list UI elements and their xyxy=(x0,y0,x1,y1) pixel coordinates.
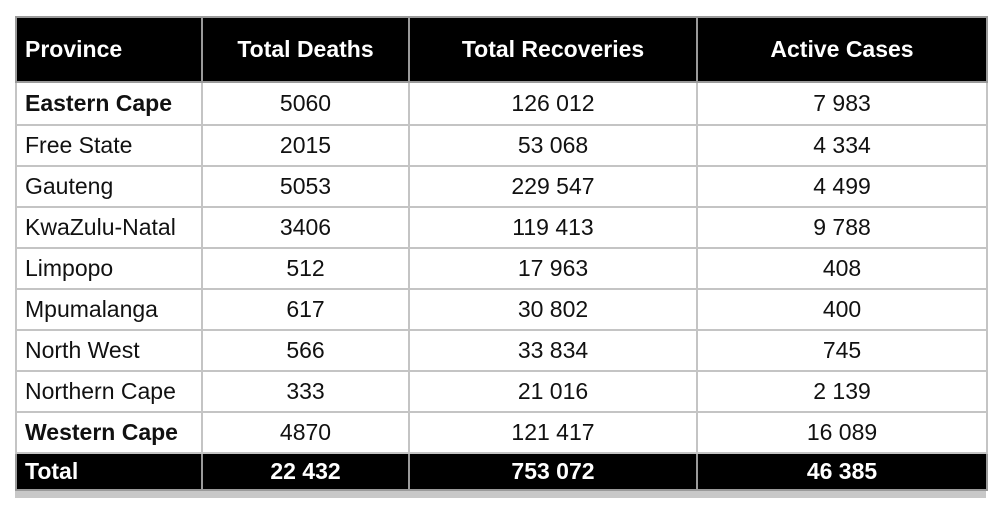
active-cases-cell: 7 983 xyxy=(696,81,988,126)
active-cases-cell: 408 xyxy=(696,247,988,290)
table-row: Mpumalanga 617 30 802 400 xyxy=(15,288,988,331)
table-row: Free State 2015 53 068 4 334 xyxy=(15,124,988,167)
header-row: Province Total Deaths Total Recoveries A… xyxy=(15,16,988,83)
deaths-cell: 5060 xyxy=(201,81,410,126)
deaths-cell: 2015 xyxy=(201,124,410,167)
table-row: North West 566 33 834 745 xyxy=(15,329,988,372)
table-row: Western Cape 4870 121 417 16 089 xyxy=(15,411,988,454)
deaths-cell: 617 xyxy=(201,288,410,331)
province-cell: North West xyxy=(15,329,203,372)
active-cases-cell: 9 788 xyxy=(696,206,988,249)
deaths-cell: 333 xyxy=(201,370,410,413)
province-cell: Limpopo xyxy=(15,247,203,290)
active-cases-cell: 4 334 xyxy=(696,124,988,167)
recoveries-cell: 126 012 xyxy=(408,81,698,126)
recoveries-cell: 17 963 xyxy=(408,247,698,290)
total-row: Total 22 432 753 072 46 385 xyxy=(15,452,988,491)
recoveries-cell: 21 016 xyxy=(408,370,698,413)
deaths-cell: 512 xyxy=(201,247,410,290)
table-row: Northern Cape 333 21 016 2 139 xyxy=(15,370,988,413)
province-cell: KwaZulu-Natal xyxy=(15,206,203,249)
recoveries-cell: 121 417 xyxy=(408,411,698,454)
active-cases-cell: 400 xyxy=(696,288,988,331)
header-province: Province xyxy=(15,16,203,83)
province-cell: Western Cape xyxy=(15,411,203,454)
recoveries-cell: 33 834 xyxy=(408,329,698,372)
recoveries-cell: 30 802 xyxy=(408,288,698,331)
active-cases-cell: 16 089 xyxy=(696,411,988,454)
deaths-cell: 3406 xyxy=(201,206,410,249)
deaths-cell: 5053 xyxy=(201,165,410,208)
province-cell: Eastern Cape xyxy=(15,81,203,126)
table-row: KwaZulu-Natal 3406 119 413 9 788 xyxy=(15,206,988,249)
province-cell: Mpumalanga xyxy=(15,288,203,331)
total-label: Total xyxy=(15,452,203,491)
total-deaths-cell: 22 432 xyxy=(201,452,410,491)
province-cell: Northern Cape xyxy=(15,370,203,413)
province-cell: Gauteng xyxy=(15,165,203,208)
header-total-deaths: Total Deaths xyxy=(201,16,410,83)
header-active-cases: Active Cases xyxy=(696,16,988,83)
table-body: Eastern Cape 5060 126 012 7 983 Free State 20… xyxy=(15,81,988,454)
province-stats-table: Province Total Deaths Total Recoveries A… xyxy=(15,16,988,491)
active-cases-cell: 745 xyxy=(696,329,988,372)
total-active-cell: 46 385 xyxy=(696,452,988,491)
table-row: Gauteng 5053 229 547 4 499 xyxy=(15,165,988,208)
table-row: Eastern Cape 5060 126 012 7 983 xyxy=(15,81,988,126)
active-cases-cell: 4 499 xyxy=(696,165,988,208)
table-row: Limpopo 512 17 963 408 xyxy=(15,247,988,290)
deaths-cell: 4870 xyxy=(201,411,410,454)
deaths-cell: 566 xyxy=(201,329,410,372)
total-recoveries-cell: 753 072 xyxy=(408,452,698,491)
header-total-recoveries: Total Recoveries xyxy=(408,16,698,83)
active-cases-cell: 2 139 xyxy=(696,370,988,413)
recoveries-cell: 229 547 xyxy=(408,165,698,208)
province-cell: Free State xyxy=(15,124,203,167)
province-table-frame: Province Total Deaths Total Recoveries A… xyxy=(15,16,988,498)
recoveries-cell: 53 068 xyxy=(408,124,698,167)
recoveries-cell: 119 413 xyxy=(408,206,698,249)
